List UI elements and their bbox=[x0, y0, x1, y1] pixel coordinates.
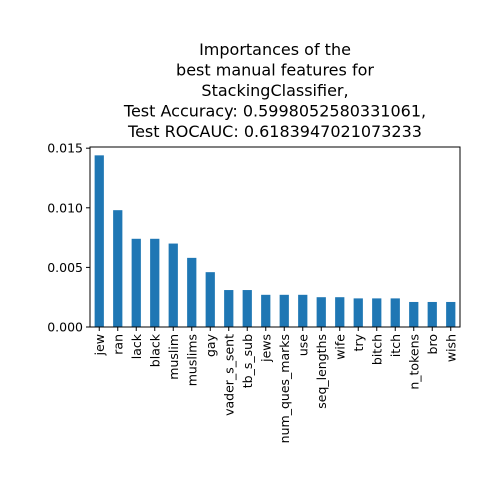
title-line-0: Importances of the bbox=[199, 40, 351, 59]
bar-n_tokens bbox=[409, 301, 419, 327]
bar-jew bbox=[94, 155, 104, 327]
x-tick-label-ran: ran bbox=[110, 334, 125, 355]
bar-wish bbox=[446, 301, 456, 327]
x-tick-label-use: use bbox=[295, 334, 310, 356]
bar-muslims bbox=[187, 257, 197, 327]
title-line-2: StackingClassifier, bbox=[201, 81, 348, 100]
x-tick-label-lack: lack bbox=[129, 333, 144, 359]
x-tick-label-jew: jew bbox=[92, 334, 107, 356]
x-tick-label-gay: gay bbox=[203, 333, 218, 357]
bar-gay bbox=[205, 272, 215, 327]
x-tick-label-num_ques_marks: num_ques_marks bbox=[277, 334, 292, 443]
x-tick-label-itch: itch bbox=[388, 334, 403, 357]
x-tick-label-wife: wife bbox=[332, 334, 347, 360]
x-tick-label-muslims: muslims bbox=[184, 334, 199, 386]
x-tick-label-jews: jews bbox=[258, 334, 273, 363]
bar-seq_lengths bbox=[316, 297, 326, 327]
bar-vader_s_sent bbox=[224, 290, 234, 327]
x-axis: jew ran lack black muslim muslims gay vader_s_s… bbox=[92, 327, 458, 443]
bar-black bbox=[150, 238, 160, 327]
y-tick-label: 0.000 bbox=[47, 320, 83, 335]
x-tick-label-tb_s_sub: tb_s_sub bbox=[240, 334, 255, 388]
bar-ran bbox=[113, 210, 123, 327]
bar-num_ques_marks bbox=[279, 294, 289, 327]
x-tick-label-bro: bro bbox=[425, 334, 440, 354]
bar-itch bbox=[390, 298, 400, 327]
y-tick-label: 0.005 bbox=[47, 260, 83, 275]
bar-use bbox=[298, 294, 308, 327]
x-tick-label-vader_s_sent: vader_s_sent bbox=[221, 334, 236, 416]
title-line-4: Test ROCAUC: 0.6183947021073233 bbox=[127, 122, 422, 141]
title-line-3: Test Accuracy: 0.5998052580331061, bbox=[123, 102, 426, 121]
x-tick-label-n_tokens: n_tokens bbox=[406, 334, 421, 390]
bar-wife bbox=[335, 297, 345, 327]
bar-muslim bbox=[168, 243, 178, 327]
x-tick-label-muslim: muslim bbox=[166, 334, 181, 380]
bar-lack bbox=[131, 238, 141, 327]
bar-bro bbox=[427, 301, 437, 327]
y-tick-label: 0.015 bbox=[47, 141, 83, 156]
bars bbox=[94, 155, 456, 327]
bar-try bbox=[353, 298, 363, 327]
bar-tb_s_sub bbox=[242, 290, 252, 327]
plot-frame bbox=[89, 146, 461, 328]
x-tick-label-bitch: bitch bbox=[369, 334, 384, 365]
y-tick-label: 0.010 bbox=[47, 200, 83, 215]
x-tick-label-black: black bbox=[147, 333, 162, 367]
bar-jews bbox=[261, 294, 271, 327]
x-tick-label-seq_lengths: seq_lengths bbox=[314, 334, 329, 409]
bar-bitch bbox=[372, 298, 382, 327]
x-tick-label-wish: wish bbox=[443, 334, 458, 362]
x-tick-label-try: try bbox=[351, 333, 366, 351]
chart-title: Importances of the best manual features f… bbox=[123, 40, 426, 141]
title-line-1: best manual features for bbox=[176, 61, 374, 80]
y-axis: 0.000 0.005 0.010 0.015 bbox=[47, 141, 90, 335]
